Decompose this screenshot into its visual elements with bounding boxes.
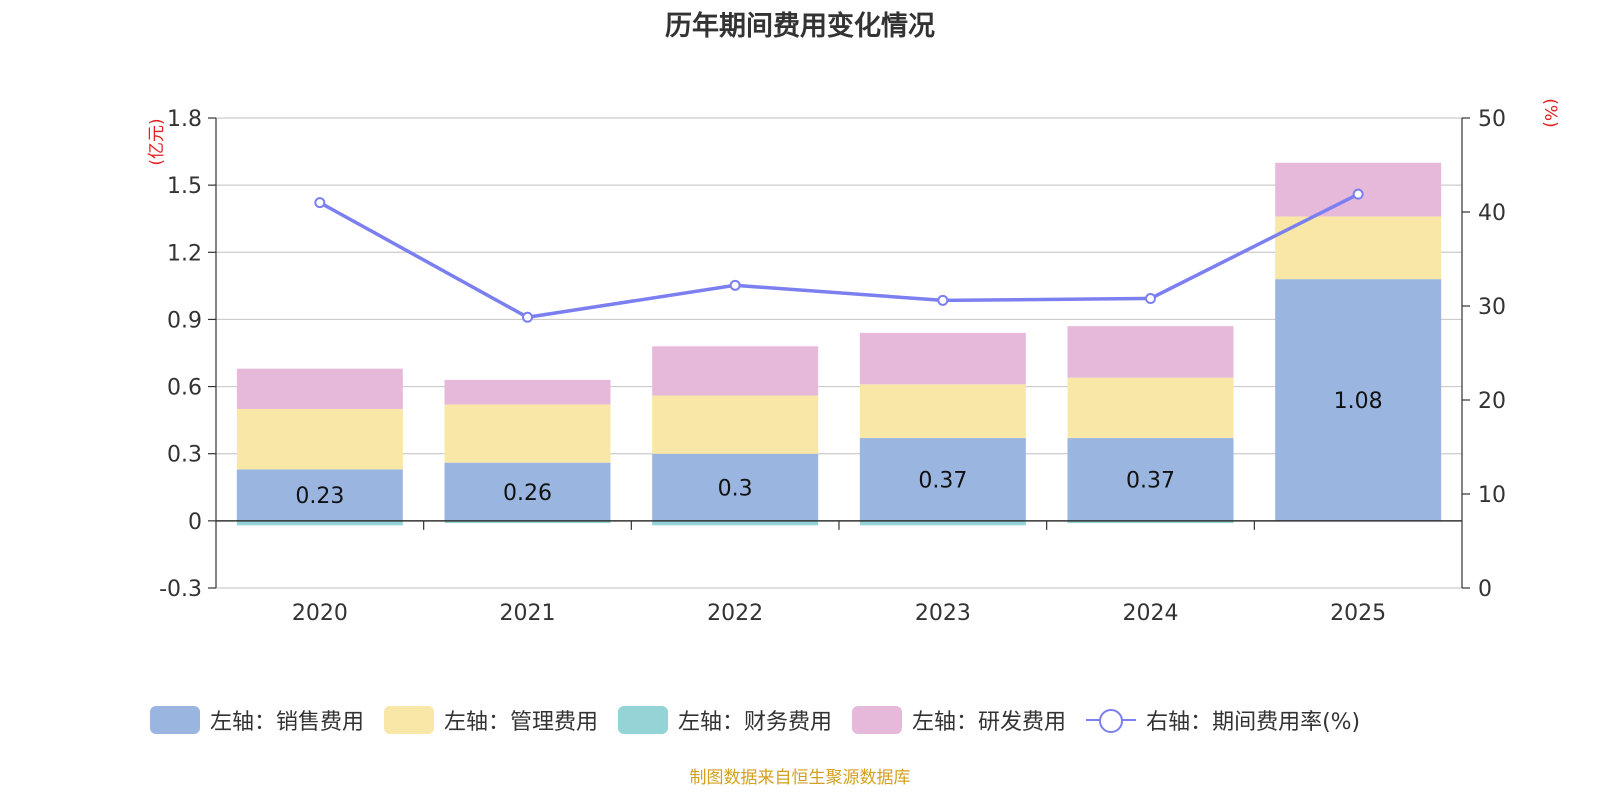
bar-管理费用-2023 bbox=[859, 384, 1026, 439]
legend-label-rd: 左轴：研发费用 bbox=[912, 710, 1067, 735]
data-label-sales: 0.3 bbox=[718, 476, 753, 501]
legend-label-admin: 左轴：管理费用 bbox=[444, 710, 599, 735]
bar-销售费用-2022 bbox=[652, 453, 819, 521]
data-label-sales: 1.08 bbox=[1334, 389, 1383, 414]
bar-管理费用-2022 bbox=[652, 395, 819, 454]
left-axis-tick-label: 0 bbox=[188, 510, 202, 535]
data-label-sales: 0.23 bbox=[295, 484, 344, 509]
right-axis-tick-label: 20 bbox=[1478, 389, 1506, 414]
legend-label-finance: 左轴：财务费用 bbox=[678, 710, 833, 735]
expense-ratio-line bbox=[318, 192, 1359, 320]
x-axis-label: 2024 bbox=[1123, 601, 1179, 626]
x-axis-label: 2025 bbox=[1330, 601, 1386, 626]
expense-ratio-point-2020 bbox=[314, 197, 326, 209]
chart-title: 历年期间费用变化情况 bbox=[665, 11, 935, 42]
left-axis-tick-label: 1.2 bbox=[167, 241, 202, 266]
x-axis-label: 2021 bbox=[500, 601, 556, 626]
legend-item-expense-ratio[interactable]: 右轴：期间费用率(%) bbox=[1086, 704, 1360, 736]
bar-销售费用-2023 bbox=[859, 438, 1026, 521]
legend-item-sales[interactable]: 左轴：销售费用 bbox=[150, 704, 364, 736]
right-axis-tick-label: 10 bbox=[1478, 483, 1506, 508]
bar-管理费用-2021 bbox=[444, 404, 611, 463]
left-axis-tick-label: 0.6 bbox=[167, 376, 202, 401]
x-axis-label: 2023 bbox=[915, 601, 971, 626]
data-source-note: 制图数据来自恒生聚源数据库 bbox=[689, 768, 911, 788]
bar-研发费用-2024 bbox=[1067, 326, 1234, 378]
legend-item-finance[interactable]: 左轴：财务费用 bbox=[618, 704, 832, 736]
expense-ratio-point-2021 bbox=[522, 311, 533, 323]
legend-swatch-sales bbox=[150, 706, 200, 734]
right-axis-unit-label: (%) bbox=[1540, 98, 1560, 127]
left-axis-tick-label: 0.3 bbox=[167, 443, 202, 468]
bar-财务费用-2023 bbox=[859, 520, 1026, 526]
legend-label-expense-ratio: 右轴：期间费用率(%) bbox=[1146, 710, 1361, 735]
bar-管理费用-2025 bbox=[1275, 216, 1442, 280]
legend-swatch-admin bbox=[384, 706, 435, 734]
left-axis-tick-label: 1.8 bbox=[167, 107, 202, 132]
bar-管理费用-2020 bbox=[236, 408, 403, 470]
bar-财务费用-2024 bbox=[1067, 520, 1234, 524]
legend-item-rd[interactable]: 左轴：研发费用 bbox=[852, 704, 1066, 736]
data-label-sales: 0.37 bbox=[1126, 468, 1175, 493]
left-axis-tick-label: -0.3 bbox=[159, 577, 202, 602]
right-axis-tick-label: 30 bbox=[1478, 295, 1506, 320]
bar-销售费用-2025 bbox=[1275, 279, 1442, 521]
bar-销售费用-2024 bbox=[1067, 438, 1234, 521]
left-axis-tick-label: 1.5 bbox=[167, 174, 202, 199]
legend: 左轴：销售费用 左轴：管理费用 左轴：财务费用 左轴：研发费用 右轴：期间费用率… bbox=[150, 704, 1380, 736]
bar-销售费用-2020 bbox=[236, 469, 403, 521]
expense-ratio-point-2022 bbox=[729, 279, 741, 291]
bar-研发费用-2023 bbox=[859, 332, 1026, 385]
legend-label-sales: 左轴：销售费用 bbox=[210, 710, 365, 735]
legend-swatch-finance bbox=[618, 706, 669, 734]
x-axis-label: 2020 bbox=[292, 601, 348, 626]
bar-销售费用-2021 bbox=[444, 462, 611, 521]
bar-研发费用-2020 bbox=[236, 368, 403, 409]
legend-swatch-rd bbox=[852, 706, 903, 734]
left-axis-unit-label: (亿元) bbox=[147, 118, 167, 165]
legend-item-admin[interactable]: 左轴：管理费用 bbox=[384, 704, 598, 736]
legend-line-marker-icon bbox=[1086, 706, 1137, 734]
expense-ratio-point-2023 bbox=[937, 294, 949, 306]
right-axis-tick-label: 50 bbox=[1478, 107, 1506, 132]
bar-管理费用-2024 bbox=[1067, 377, 1234, 439]
bar-研发费用-2022 bbox=[652, 346, 819, 396]
data-label-sales: 0.26 bbox=[503, 481, 552, 506]
right-axis-tick-label: 40 bbox=[1478, 201, 1506, 226]
expense-ratio-point-2025 bbox=[1352, 188, 1364, 200]
bar-财务费用-2020 bbox=[236, 520, 403, 526]
bar-研发费用-2021 bbox=[444, 379, 611, 405]
expense-ratio-point-2024 bbox=[1145, 292, 1156, 304]
bar-财务费用-2021 bbox=[444, 520, 611, 524]
left-axis-tick-label: 0.9 bbox=[167, 308, 202, 333]
right-axis-tick-label: 0 bbox=[1478, 577, 1492, 602]
data-label-sales: 0.37 bbox=[918, 468, 967, 493]
x-axis-label: 2022 bbox=[707, 601, 763, 626]
bar-财务费用-2022 bbox=[652, 520, 819, 526]
